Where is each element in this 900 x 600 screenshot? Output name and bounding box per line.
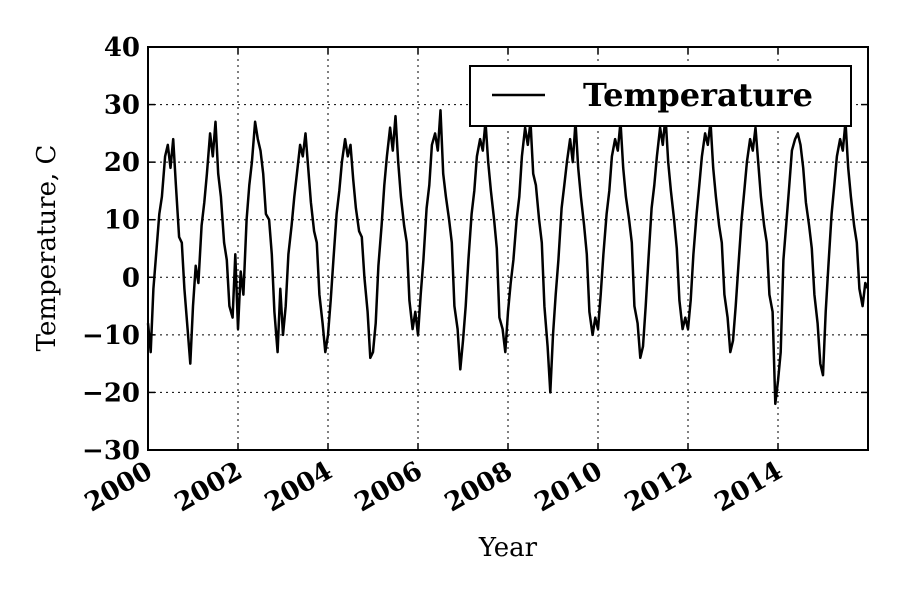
x-tick-label: 2006	[350, 456, 428, 518]
x-tick-label: 2014	[710, 456, 788, 518]
x-tick-label: 2012	[620, 456, 698, 518]
series-line-temperature	[146, 109, 870, 406]
y-tick-label: −20	[82, 378, 140, 408]
y-axis-ticks: −30 −20 −10 0 10 20 30 40	[82, 33, 868, 466]
y-tick-label: −30	[82, 436, 140, 466]
x-tick-label: 2004	[260, 456, 338, 518]
x-axis-label: Year	[478, 533, 538, 563]
y-tick-label: 30	[104, 91, 140, 121]
y-tick-label: 0	[122, 263, 140, 293]
plot-frame	[147, 46, 869, 451]
y-axis-label: Temperature, C	[32, 145, 62, 352]
legend: Temperature	[469, 65, 852, 127]
y-tick-label: −10	[82, 321, 140, 351]
x-tick-label: 2010	[530, 456, 608, 518]
y-tick-label: 40	[104, 33, 140, 63]
x-tick-label: 2008	[440, 456, 518, 518]
x-tick-label: 2002	[170, 456, 248, 518]
y-tick-label: 10	[104, 206, 140, 236]
y-tick-label: 20	[104, 148, 140, 178]
legend-label-temperature: Temperature	[583, 76, 813, 114]
